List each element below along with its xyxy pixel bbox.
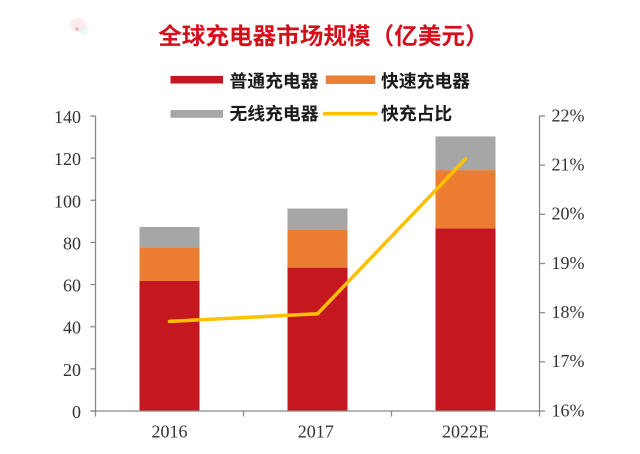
svg-text:100: 100 (54, 191, 81, 211)
svg-text:60: 60 (63, 276, 81, 296)
svg-text:80: 80 (63, 233, 81, 253)
svg-text:2016: 2016 (152, 422, 188, 442)
svg-text:18%: 18% (552, 302, 585, 322)
svg-text:140: 140 (54, 107, 81, 127)
svg-text:20%: 20% (552, 204, 585, 224)
svg-text:17%: 17% (552, 351, 585, 371)
svg-text:0: 0 (72, 402, 81, 422)
svg-text:2022E: 2022E (442, 422, 489, 442)
svg-text:20: 20 (63, 360, 81, 380)
svg-text:22%: 22% (552, 105, 585, 125)
svg-text:19%: 19% (552, 253, 585, 273)
svg-text:120: 120 (54, 149, 81, 169)
svg-text:2017: 2017 (298, 422, 334, 442)
svg-text:21%: 21% (552, 154, 585, 174)
svg-text:16%: 16% (552, 400, 585, 420)
svg-text:40: 40 (63, 318, 81, 338)
